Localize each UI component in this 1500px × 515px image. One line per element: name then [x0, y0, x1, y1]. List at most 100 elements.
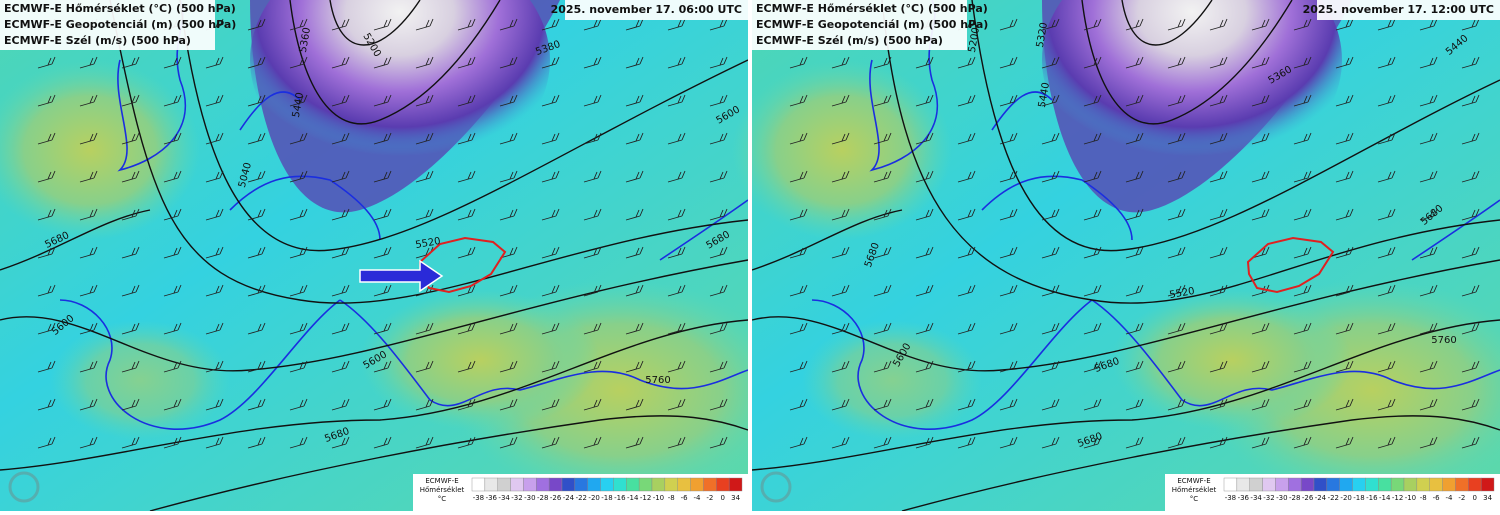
coastline	[1411, 199, 1500, 261]
wind-barb	[667, 398, 686, 411]
wind-barb	[331, 360, 350, 373]
colorbar-cell	[1442, 477, 1456, 492]
wind-barb	[1167, 208, 1186, 221]
wind-barb	[499, 170, 518, 183]
wind-barb	[957, 284, 976, 297]
wind-barb	[163, 360, 182, 373]
colorbar-cell	[677, 477, 691, 492]
wind-barb	[789, 284, 808, 297]
geopotential-contour	[751, 319, 1500, 471]
colorbar-cell	[1275, 477, 1289, 492]
wind-barb	[289, 132, 308, 145]
wind-barb	[289, 170, 308, 183]
wind-barb	[583, 398, 602, 411]
geopotential-contour	[109, 0, 749, 304]
wind-barb	[1125, 322, 1144, 335]
wind-barb	[1377, 436, 1396, 449]
wind-barb	[1461, 208, 1480, 221]
wind-barb	[373, 94, 392, 107]
wind-barb	[583, 246, 602, 259]
colorbar-cell	[1236, 477, 1250, 492]
wind-barb	[1335, 322, 1354, 335]
wind-barb	[873, 56, 892, 69]
wind-barb	[915, 208, 934, 221]
wind-barb	[331, 170, 350, 183]
geopotential-contour	[881, 0, 1500, 304]
colorbar-cell	[626, 477, 640, 492]
wind-barb	[79, 322, 98, 335]
wind-barb	[373, 322, 392, 335]
wind-barb	[667, 56, 686, 69]
wind-barb	[1419, 322, 1438, 335]
wind-barb	[1293, 94, 1312, 107]
wind-barb	[831, 360, 850, 373]
colorbar-tick-label: 0	[720, 494, 724, 502]
wind-barb	[1083, 132, 1102, 145]
wind-barb	[121, 132, 140, 145]
wind-barb	[583, 208, 602, 221]
timestamp-box	[1317, 0, 1500, 20]
wind-barb	[831, 94, 850, 107]
colorbar-tick-label: -30	[1276, 494, 1287, 502]
legend-box	[752, 0, 967, 50]
wind-barb	[1461, 436, 1480, 449]
wind-barb	[499, 398, 518, 411]
wind-barb	[831, 322, 850, 335]
wind-barb	[873, 246, 892, 259]
wind-barb	[37, 322, 56, 335]
wind-barb	[289, 208, 308, 221]
wind-barb	[79, 360, 98, 373]
wind-barb	[1125, 436, 1144, 449]
wind-barb	[1209, 18, 1228, 31]
wind-barb	[1209, 208, 1228, 221]
colorbar-tick-label: -36	[1238, 494, 1250, 502]
wind-barb	[541, 398, 560, 411]
wind-barb	[163, 322, 182, 335]
wind-barb	[247, 208, 266, 221]
wind-barb	[1461, 360, 1480, 373]
wind-barb	[1335, 398, 1354, 411]
wind-barb	[247, 132, 266, 145]
wind-barb	[873, 284, 892, 297]
wind-barb	[1461, 170, 1480, 183]
wind-barb	[667, 18, 686, 31]
wind-barb	[79, 94, 98, 107]
wind-barb	[373, 170, 392, 183]
wind-barb	[915, 436, 934, 449]
wind-barb	[1335, 436, 1354, 449]
coastline	[991, 91, 1053, 131]
wind-barb	[1335, 284, 1354, 297]
wind-barb	[1377, 360, 1396, 373]
colorbar-cell	[1390, 477, 1405, 492]
wind-barb	[999, 360, 1018, 373]
wind-barb	[1377, 246, 1396, 259]
wind-barb	[373, 398, 392, 411]
wind-barb	[1167, 56, 1186, 69]
wind-barb	[1293, 284, 1312, 297]
wind-barb	[79, 132, 98, 145]
warm-region	[1112, 290, 1352, 430]
wind-barb	[1419, 436, 1438, 449]
logo	[8, 471, 40, 503]
wind-barb	[1377, 18, 1396, 31]
wind-barb	[583, 18, 602, 31]
colorbar-tick-label: -8	[1420, 494, 1427, 502]
wind-barb	[247, 18, 266, 31]
wind-barb	[37, 398, 56, 411]
wind-barb	[499, 436, 518, 449]
wind-barb	[1293, 56, 1312, 69]
legend-entry: ECMWF-E Geopotenciál (m) (500 hPa)	[756, 18, 988, 31]
wind-barb	[583, 94, 602, 107]
wind-barb	[457, 360, 476, 373]
wind-barb	[541, 322, 560, 335]
wind-barb	[499, 284, 518, 297]
legend-entry: ECMWF-E Hőmérséklet (°C) (500 hPa)	[4, 2, 236, 15]
wind-barb	[205, 132, 224, 145]
wind-barb	[1167, 284, 1186, 297]
wind-barb	[709, 56, 728, 69]
wind-barb	[667, 322, 686, 335]
wind-barb	[709, 322, 728, 335]
wind-barb	[1461, 18, 1480, 31]
wind-barb	[625, 170, 644, 183]
